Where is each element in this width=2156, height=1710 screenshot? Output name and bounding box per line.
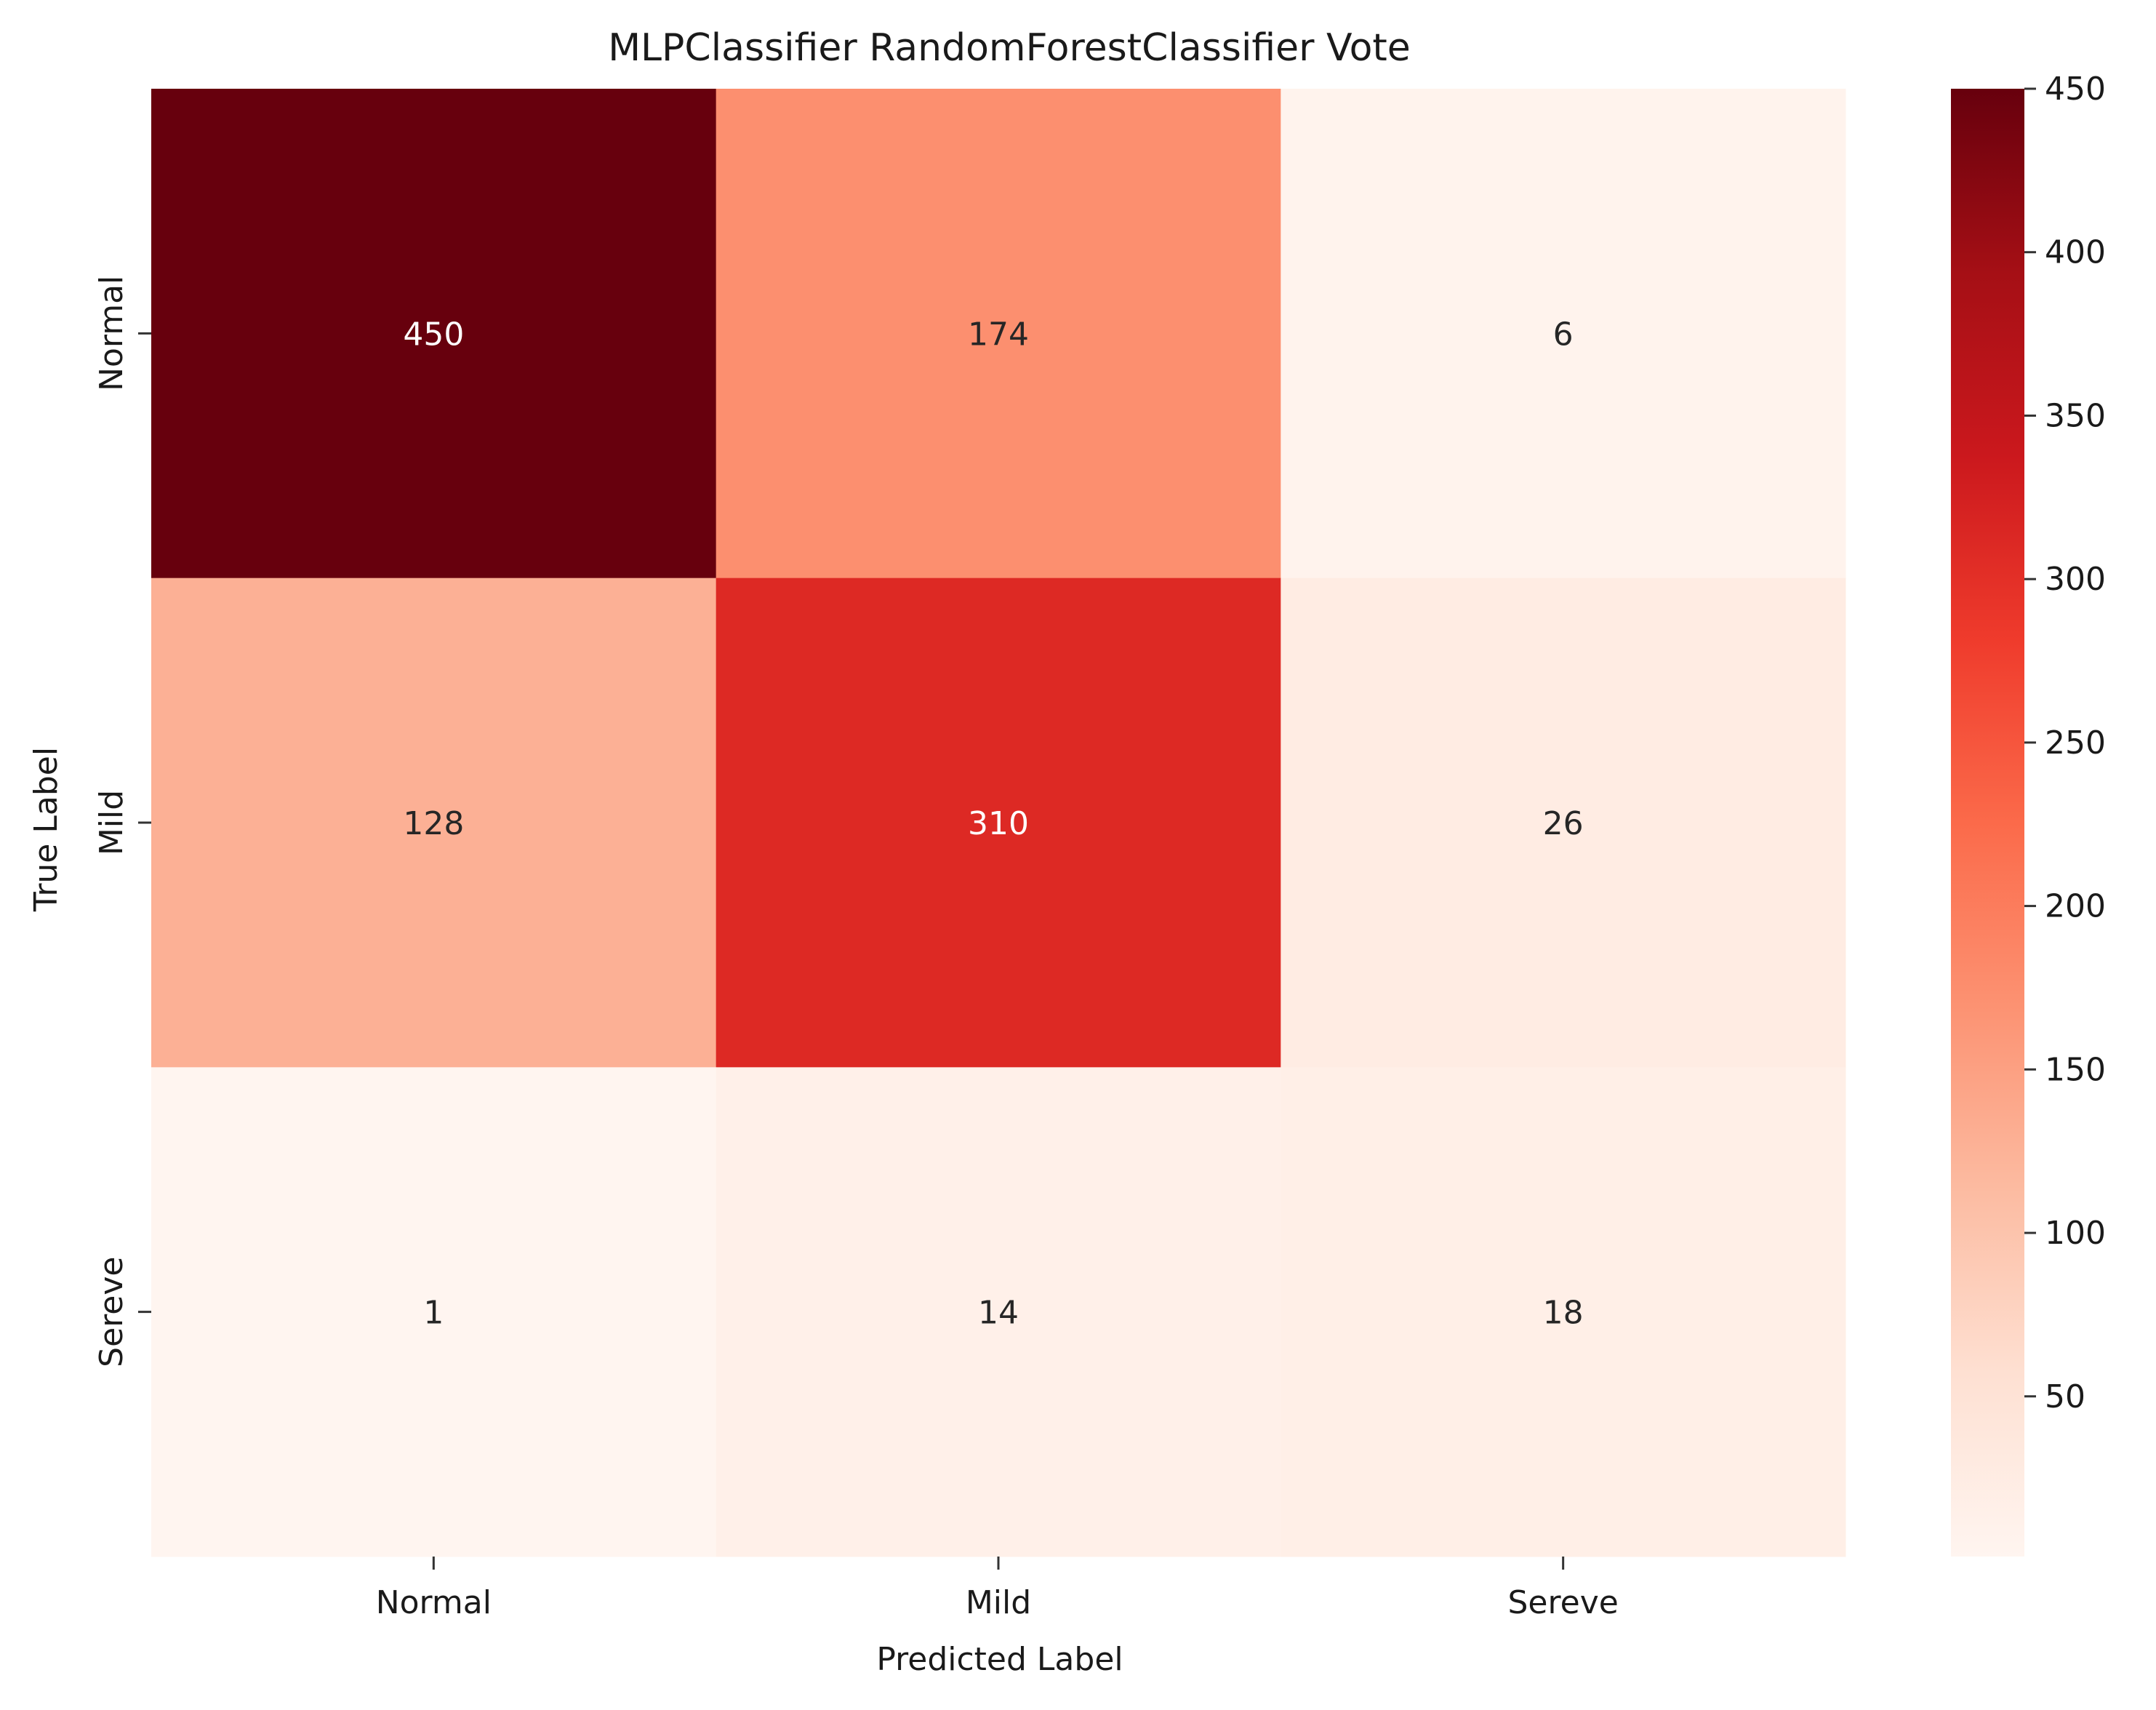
heatmap-cell <box>151 1067 717 1557</box>
heatmap-cell <box>151 89 717 579</box>
cell-value-label: 26 <box>1543 805 1584 842</box>
x-tick-label: Mild <box>966 1584 1031 1621</box>
colorbar-tick-label: 50 <box>2045 1378 2085 1415</box>
heatmap-cell <box>151 578 717 1068</box>
colorbar-gradient <box>1951 89 2024 1557</box>
cell-value-label: 18 <box>1543 1295 1584 1332</box>
y-axis-label: True Label <box>28 747 65 912</box>
x-axis-label: Predicted Label <box>876 1641 1123 1678</box>
colorbar-tick-label: 400 <box>2045 234 2106 271</box>
heatmap-cell <box>716 1067 1281 1557</box>
x-tick-label: Normal <box>376 1584 492 1621</box>
colorbar-ticks: 50 100 150 200 250 300 350 400 450 <box>2024 71 2106 1415</box>
cell-value-label: 1 <box>423 1295 444 1332</box>
y-tick-label: Sereve <box>93 1257 130 1367</box>
heatmap-cell <box>1281 1067 1846 1557</box>
y-tick-label: Normal <box>93 276 130 391</box>
cell-value-label: 14 <box>978 1295 1019 1332</box>
colorbar-tick-label: 150 <box>2045 1051 2106 1088</box>
colorbar-tick-label: 450 <box>2045 71 2106 108</box>
heatmap-cell <box>716 89 1281 579</box>
heatmap-cell <box>1281 578 1846 1068</box>
chart-title: MLPClassifier RandomForestClassifier Vot… <box>608 26 1411 70</box>
colorbar-tick-label: 300 <box>2045 561 2106 598</box>
x-axis: Normal Mild Sereve <box>376 1557 1619 1621</box>
colorbar-tick-label: 100 <box>2045 1215 2106 1252</box>
heatmap-cells: 450 174 6 128 310 26 1 14 18 <box>151 89 1846 1557</box>
cell-value-label: 174 <box>968 316 1029 353</box>
cell-value-label: 6 <box>1553 316 1574 353</box>
colorbar-tick-label: 350 <box>2045 397 2106 434</box>
heatmap-cell <box>1281 89 1846 579</box>
cell-value-label: 128 <box>403 805 464 842</box>
colorbar: 50 100 150 200 250 300 350 400 450 <box>1951 71 2106 1557</box>
cell-value-label: 450 <box>403 316 464 353</box>
cell-value-label: 310 <box>968 805 1029 842</box>
y-tick-label: Mild <box>93 790 130 855</box>
colorbar-tick-label: 250 <box>2045 724 2106 762</box>
heatmap-cell <box>716 578 1281 1068</box>
y-axis: Normal Mild Sereve <box>93 276 151 1367</box>
colorbar-tick-label: 200 <box>2045 888 2106 925</box>
x-tick-label: Sereve <box>1508 1584 1619 1621</box>
